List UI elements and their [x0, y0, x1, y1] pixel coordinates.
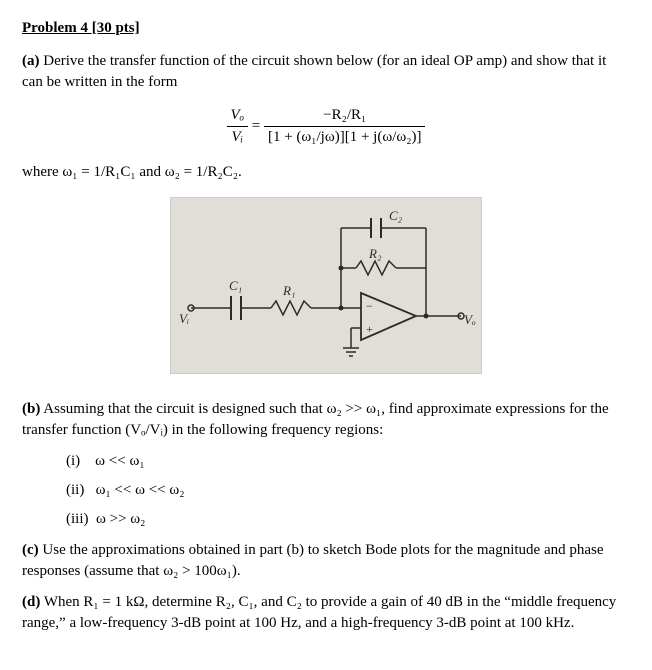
frac-right-num: −R₂/R₁ — [264, 105, 426, 127]
frac-left-num: Vₒ — [231, 107, 244, 123]
part-d-text: When R₁ = 1 kΩ, determine R₂, C₁, and C₂… — [22, 594, 616, 631]
label-r1: R₁ — [282, 283, 295, 298]
svg-text:+: + — [366, 322, 373, 336]
part-c-label: (c) — [22, 542, 39, 558]
problem-title: Problem 4 [30 pts] — [22, 18, 630, 39]
frac-left-den: Vᵢ — [231, 129, 243, 145]
svg-text:−: − — [366, 299, 373, 313]
sub-iii-label: (iii) — [66, 511, 89, 527]
label-vi: Vᵢ — [179, 311, 189, 326]
part-c-text: Use the approximations obtained in part … — [22, 542, 604, 579]
part-b-label: (b) — [22, 401, 40, 417]
part-d-label: (d) — [22, 594, 40, 610]
part-b-sublist: (i) ω << ω₁ (ii) ω₁ << ω << ω₂ (iii) ω >… — [22, 451, 630, 530]
where-definitions: where ω₁ = 1/R₁C₁ and ω₂ = 1/R₂C₂. — [22, 162, 630, 183]
sub-ii: (ii) ω₁ << ω << ω₂ — [66, 480, 630, 501]
label-r2: R₂ — [368, 246, 382, 261]
sub-iii-text: ω >> ω₂ — [96, 511, 145, 527]
formula-equals: = — [252, 118, 264, 134]
part-b-text: Assuming that the circuit is designed su… — [22, 401, 609, 438]
sub-i: (i) ω << ω₁ — [66, 451, 630, 472]
part-a: (a) Derive the transfer function of the … — [22, 51, 630, 93]
part-a-label: (a) — [22, 53, 40, 69]
frac-right-den: [1 + (ω₁/jω)][1 + j(ω/ω₂)] — [264, 127, 426, 148]
sub-ii-label: (ii) — [66, 482, 84, 498]
sub-ii-text: ω₁ << ω << ω₂ — [96, 482, 185, 498]
label-c1: C₁ — [229, 278, 242, 293]
part-a-text: Derive the transfer function of the circ… — [22, 53, 606, 90]
sub-i-label: (i) — [66, 453, 80, 469]
label-c2: C₂ — [389, 208, 403, 223]
sub-iii: (iii) ω >> ω₂ — [66, 509, 630, 530]
label-vo: Vₒ — [464, 312, 476, 327]
part-b: (b) Assuming that the circuit is designe… — [22, 399, 630, 441]
part-c: (c) Use the approximations obtained in p… — [22, 540, 630, 582]
transfer-function-formula: Vₒ Vᵢ = −R₂/R₁ [1 + (ω₁/jω)][1 + j(ω/ω₂)… — [22, 105, 630, 148]
circuit-diagram: − + Vᵢ C₁ R₁ R₂ C₂ Vₒ — [22, 197, 630, 381]
part-d: (d) When R₁ = 1 kΩ, determine R₂, C₁, an… — [22, 592, 630, 634]
sub-i-text: ω << ω₁ — [95, 453, 144, 469]
